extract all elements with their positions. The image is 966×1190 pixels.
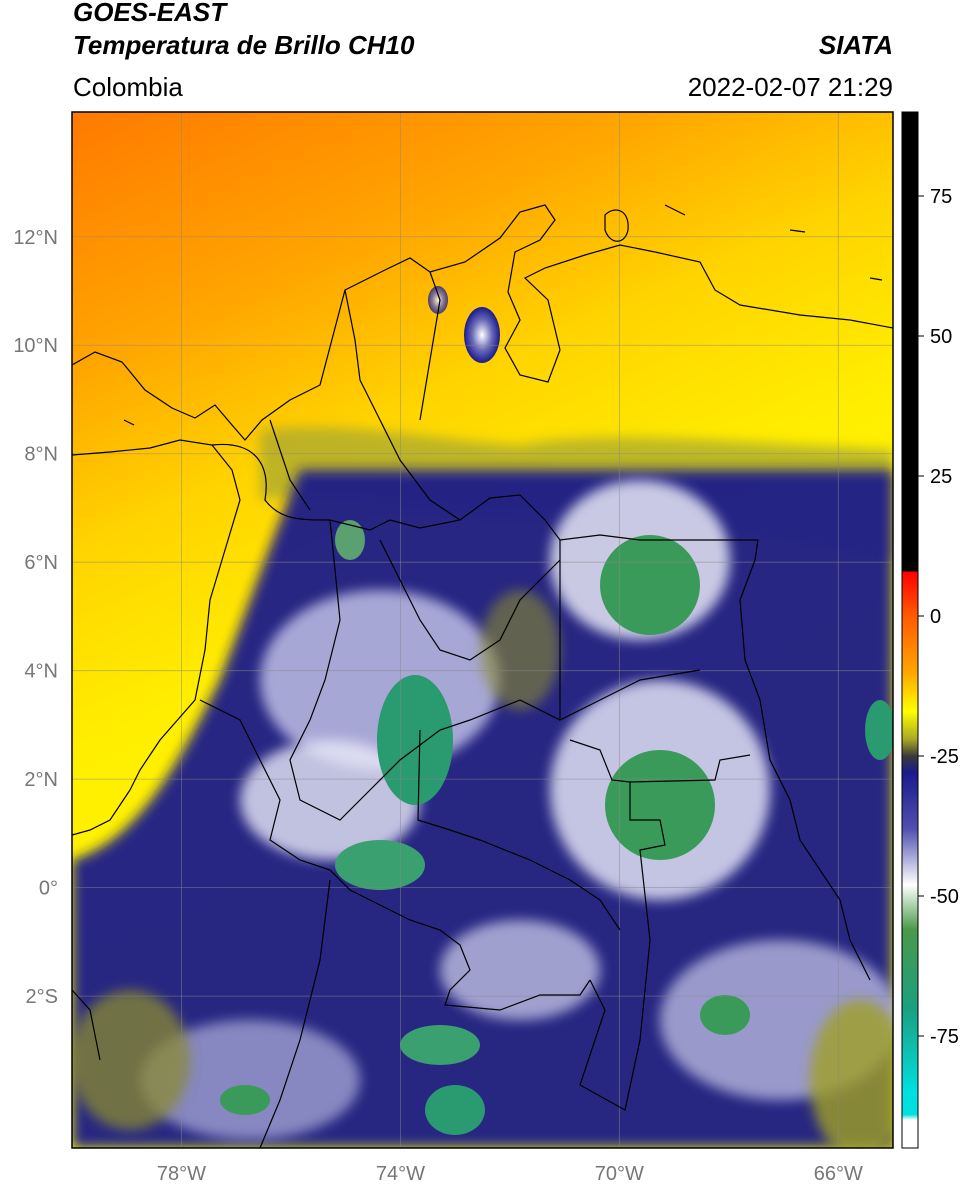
venezuela-border <box>559 540 701 721</box>
department-borders-4 <box>419 271 441 421</box>
department-borders-3 <box>344 289 461 521</box>
lat-tick-label: 12°N <box>13 227 58 249</box>
map-gridlines <box>72 112 893 1148</box>
ecuador-coast <box>72 989 101 1061</box>
lat-tick-label: 2°S <box>26 986 58 1008</box>
colorbar-tick-label: 0 <box>930 606 941 628</box>
lat-tick-label: 2°N <box>24 769 58 791</box>
agency-label: SIATA <box>818 30 893 60</box>
lat-tick-label: 4°N <box>24 661 58 683</box>
colorbar-tick-label: -50 <box>930 886 959 908</box>
colorbar-frame <box>901 111 919 1149</box>
colorbar-tick-label: -75 <box>930 1026 959 1048</box>
map-frame <box>71 111 894 1149</box>
datetime-label: 2022-02-07 21:29 <box>687 72 893 102</box>
island-margarita <box>789 229 806 233</box>
longitude-labels: 78°W 74°W 70°W 66°W <box>157 1163 863 1185</box>
colorbar-tick-label: 50 <box>930 326 952 348</box>
island-pacific <box>123 419 135 426</box>
satellite-title: GOES-EAST <box>73 0 227 27</box>
map-imagery <box>72 112 893 1148</box>
lon-tick-label: 70°W <box>595 1163 644 1185</box>
colorbar-tick-label: 25 <box>930 466 952 488</box>
latitude-labels: 12°N 10°N 8°N 6°N 4°N 2°N 0° 2°S <box>13 227 58 1008</box>
lat-tick-label: 8°N <box>24 444 58 466</box>
department-borders-1 <box>289 519 561 821</box>
lat-tick-label: 10°N <box>13 335 58 357</box>
colorbar-tick-label: 75 <box>930 186 952 208</box>
peru-ecuador-border <box>259 879 331 1148</box>
caribbean-coastline <box>72 204 893 441</box>
department-borders-2 <box>379 539 561 661</box>
brazil-border-south <box>579 782 666 1111</box>
ecuador-peru-border <box>199 699 591 1011</box>
department-borders-6 <box>417 729 621 931</box>
pacific-coastline <box>72 439 241 836</box>
region-label: Colombia <box>73 72 183 102</box>
colorbar-ticks: 75 50 25 0 -25 -50 -75 <box>918 186 959 1048</box>
colombia-east-border <box>211 443 871 981</box>
lat-tick-label: 0° <box>39 878 58 900</box>
product-title: Temperatura de Brillo CH10 <box>73 30 415 60</box>
lat-tick-label: 6°N <box>24 552 58 574</box>
island-trinidad <box>869 277 883 281</box>
colorbar-tick-label: -25 <box>930 746 959 768</box>
coastlines-and-borders <box>72 204 893 1148</box>
colorbar-bar <box>902 112 918 1148</box>
lon-tick-label: 66°W <box>814 1163 863 1185</box>
island-curacao <box>604 209 629 242</box>
lon-tick-label: 78°W <box>157 1163 206 1185</box>
lon-tick-label: 74°W <box>376 1163 425 1185</box>
island-bonaire <box>664 204 686 216</box>
department-borders-5 <box>269 419 311 511</box>
colorbar: 75 50 25 0 -25 -50 -75 <box>901 111 959 1149</box>
